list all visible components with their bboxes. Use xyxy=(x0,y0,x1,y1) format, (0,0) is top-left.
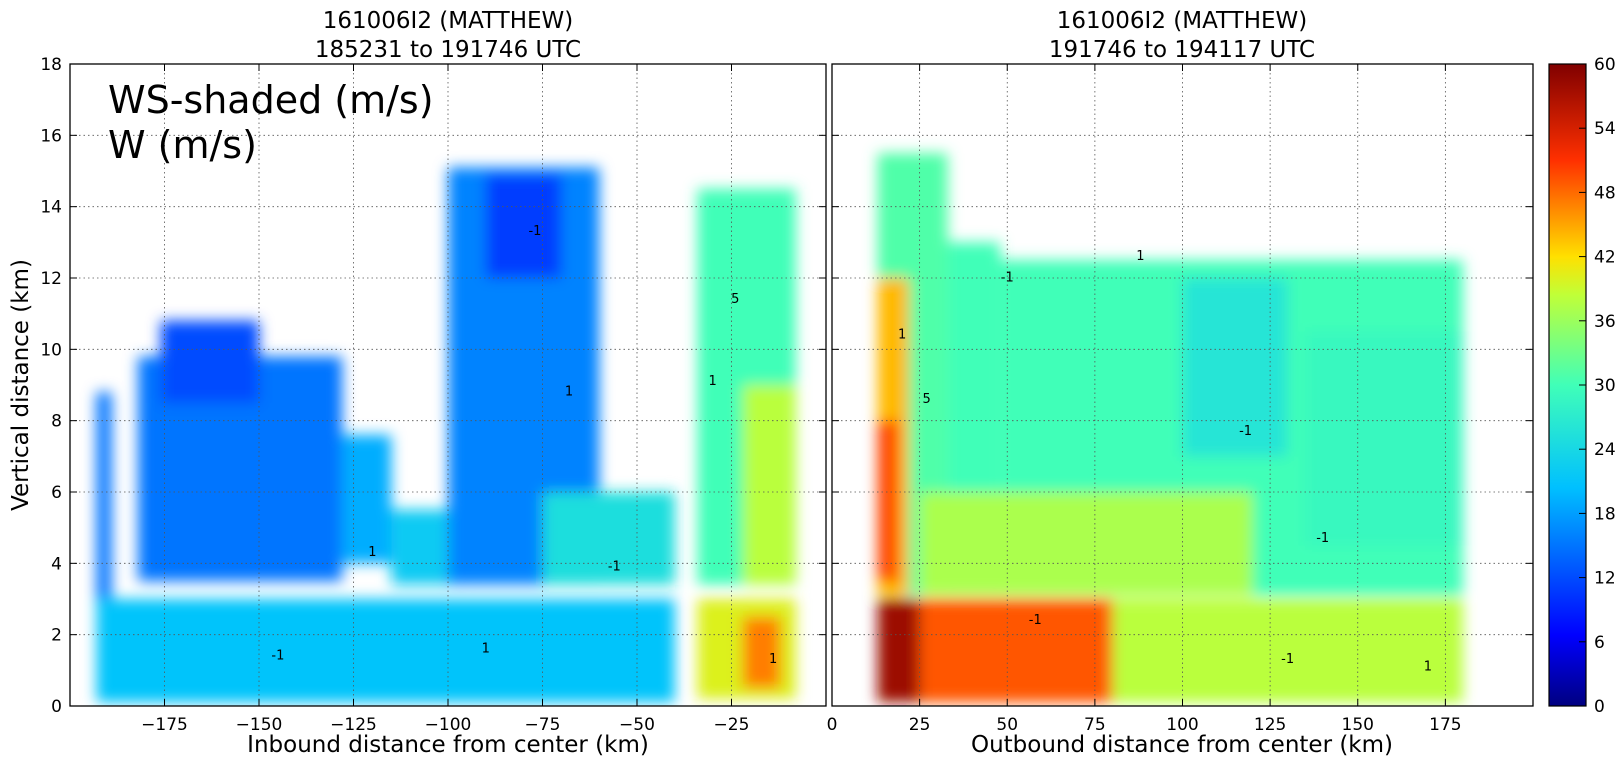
contour-label: 1 xyxy=(1424,659,1432,674)
colorbar-tick-label: 42 xyxy=(1594,248,1616,268)
x-tick-label: 150 xyxy=(1342,715,1374,735)
panel-inbound-y-ticks: 0 2 4 6 8 10 12 14 16 18 xyxy=(40,55,826,717)
heat-region-6 xyxy=(485,174,562,278)
heat-region-7 xyxy=(919,492,1253,596)
colorbar-tick-label: 24 xyxy=(1594,440,1616,460)
y-tick-label: 8 xyxy=(51,412,62,432)
contour-label: -1 xyxy=(608,559,621,574)
heat-region-3 xyxy=(342,434,392,564)
colorbar-tick-label: 0 xyxy=(1594,697,1605,717)
x-tick-label: −150 xyxy=(236,715,283,735)
x-tick-label: 0 xyxy=(827,715,838,735)
heat-region-9 xyxy=(742,385,796,585)
contour-label: 1 xyxy=(565,385,573,400)
panel-inbound-heatmap xyxy=(96,167,796,703)
x-tick-label: −125 xyxy=(330,715,377,735)
y-tick-label: 0 xyxy=(51,697,62,717)
contour-label: -1 xyxy=(528,224,541,239)
panel-outbound-subtitle: 191746 to 194117 UTC xyxy=(1049,37,1315,63)
panel-outbound-title: 161006I2 (MATTHEW) xyxy=(1057,8,1308,34)
x-tick-label: 175 xyxy=(1429,715,1461,735)
contour-label: 1 xyxy=(708,374,716,389)
heat-region-2 xyxy=(877,420,899,582)
x-tick-label: 25 xyxy=(909,715,931,735)
colorbar-ticks: 0 6 12 18 24 30 36 42 48 54 60 xyxy=(1579,55,1616,717)
heat-blur-group xyxy=(877,153,1463,703)
contour-label: -1 xyxy=(1316,531,1329,546)
x-tick-label: −50 xyxy=(619,715,655,735)
colorbar-tick-label: 48 xyxy=(1594,183,1616,203)
panel-inbound-title: 161006I2 (MATTHEW) xyxy=(323,8,574,34)
panel-inbound-subtitle: 185231 to 191746 UTC xyxy=(315,37,581,63)
contour-label: -1 xyxy=(271,649,284,664)
contour-label: 1 xyxy=(898,328,906,343)
y-axis-label: Vertical distance (km) xyxy=(8,259,34,511)
contour-label: 5 xyxy=(731,292,739,307)
x-tick-label: 125 xyxy=(1254,715,1286,735)
contour-label: 1 xyxy=(482,642,490,657)
contour-label: -1 xyxy=(1281,652,1294,667)
heat-region-6 xyxy=(1305,331,1463,546)
y-tick-label: 16 xyxy=(40,126,62,146)
colorbar-tick-label: 30 xyxy=(1594,376,1616,396)
annotation-ws-shaded: WS-shaded (m/s) xyxy=(108,78,434,122)
heat-region-10 xyxy=(877,599,920,703)
x-tick-label: 75 xyxy=(1084,715,1106,735)
x-tick-label: −175 xyxy=(141,715,188,735)
contour-label: -1 xyxy=(1001,271,1014,286)
y-tick-label: 12 xyxy=(40,269,62,289)
contour-label: 1 xyxy=(368,545,376,560)
panel-inbound: 161006I2 (MATTHEW) 185231 to 191746 UTC … xyxy=(8,8,827,758)
x-tick-label: −25 xyxy=(714,715,750,735)
contour-label: 1 xyxy=(769,652,777,667)
panel-outbound-contour-labels: -1 1 -1 -1 1 5 -1 -1 1 xyxy=(898,249,1432,674)
panel-outbound-x-label: Outbound distance from center (km) xyxy=(971,732,1393,758)
contour-label: -1 xyxy=(1029,613,1042,628)
colorbar: 0 6 12 18 24 30 36 42 48 54 60 xyxy=(1548,55,1616,717)
panel-outbound-x-ticks: 0 25 50 75 100 125 150 175 xyxy=(827,63,1533,735)
colorbar-tick-label: 6 xyxy=(1594,633,1605,653)
x-tick-label: −100 xyxy=(425,715,472,735)
heat-region-5 xyxy=(1182,278,1288,457)
panel-inbound-contour-labels: -1 1 -1 1 -1 1 1 5 1 xyxy=(271,224,777,667)
heat-region-0 xyxy=(96,392,112,632)
panel-inbound-x-ticks: −175 −150 −125 −100 −75 −50 −25 xyxy=(141,64,749,735)
heat-region-7 xyxy=(542,492,675,585)
heat-region-2 xyxy=(160,320,259,403)
panel-outbound-heatmap xyxy=(877,153,1463,703)
y-tick-label: 18 xyxy=(40,55,62,75)
colorbar-tick-label: 54 xyxy=(1594,119,1616,139)
y-tick-label: 6 xyxy=(51,483,62,503)
contour-label: 1 xyxy=(1136,249,1144,264)
contour-label: -1 xyxy=(1239,424,1252,439)
colorbar-tick-label: 12 xyxy=(1594,569,1616,589)
y-tick-label: 14 xyxy=(40,198,62,218)
heat-region-12 xyxy=(742,616,781,689)
contour-label: 5 xyxy=(922,392,930,407)
panel-outbound: 161006I2 (MATTHEW) 191746 to 194117 UTC … xyxy=(827,8,1534,758)
x-tick-label: −75 xyxy=(525,715,561,735)
y-tick-label: 2 xyxy=(51,626,62,646)
x-tick-label: 50 xyxy=(996,715,1018,735)
y-tick-label: 10 xyxy=(40,340,62,360)
annotation-w: W (m/s) xyxy=(108,123,257,167)
heat-region-10 xyxy=(96,599,675,703)
colorbar-tick-label: 36 xyxy=(1594,312,1616,332)
y-tick-label: 4 xyxy=(51,554,62,574)
x-tick-label: 100 xyxy=(1166,715,1198,735)
panel-inbound-x-label: Inbound distance from center (km) xyxy=(247,732,649,758)
colorbar-tick-label: 18 xyxy=(1594,504,1616,524)
colorbar-tick-label: 60 xyxy=(1594,55,1616,75)
heat-blur-group xyxy=(96,167,796,703)
